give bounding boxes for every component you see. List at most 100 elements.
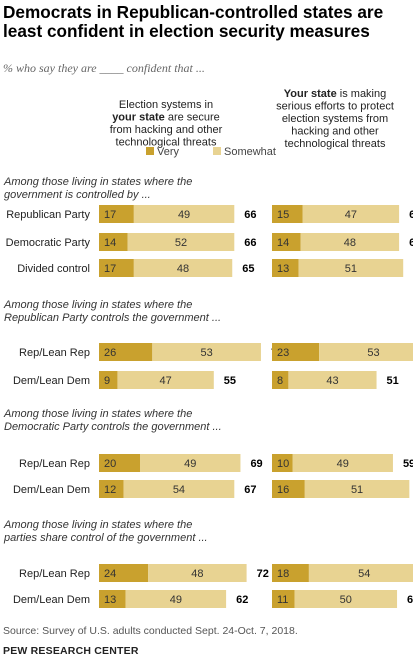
value-very: 10 <box>277 458 289 470</box>
value-very: 11 <box>277 594 288 606</box>
row-label: Rep/Lean Rep <box>19 458 90 470</box>
value-very: 16 <box>277 484 289 496</box>
value-somewhat: 54 <box>173 484 185 496</box>
legend-label-very: Very <box>157 146 180 158</box>
bar-very <box>99 564 149 582</box>
row-label: Dem/Lean Dem <box>13 484 90 496</box>
bar-very <box>99 371 118 389</box>
value-somewhat: 48 <box>191 568 203 580</box>
panel-1-header-line: Election systems in <box>119 99 213 111</box>
value-somewhat: 47 <box>160 375 172 387</box>
value-somewhat: 50 <box>340 594 352 606</box>
bar-somewhat <box>117 371 214 389</box>
value-somewhat: 48 <box>177 263 189 275</box>
bar-somewhat <box>140 454 241 472</box>
value-somewhat: 47 <box>345 209 357 221</box>
row-label: Divided control <box>17 263 90 275</box>
bar-very <box>272 259 299 277</box>
value-total: 67 <box>244 484 256 496</box>
chart-subtitle: % who say they are ____ confident that .… <box>3 61 205 75</box>
bar-very <box>272 205 303 223</box>
bar-very <box>272 233 301 251</box>
panel-1-header-line: from hacking and other <box>110 124 223 136</box>
value-very: 13 <box>104 594 116 606</box>
bar-very <box>99 205 134 223</box>
value-very: 14 <box>277 237 289 249</box>
group-4-heading: Among those living in states where the <box>3 519 192 531</box>
value-somewhat: 51 <box>345 263 357 275</box>
value-very: 9 <box>104 375 110 387</box>
bar-somewhat <box>152 343 261 361</box>
bar-somewhat <box>125 590 227 608</box>
chart-title: Democrats in Republican-controlled state… <box>3 2 384 41</box>
value-total: 59 <box>403 458 413 470</box>
value-very: 23 <box>277 347 289 359</box>
bar-very <box>99 590 126 608</box>
group-3-heading: Among those living in states where the <box>3 408 192 420</box>
value-very: 12 <box>104 484 116 496</box>
value-somewhat: 54 <box>358 568 370 580</box>
bar-very <box>99 454 140 472</box>
value-total: 61 <box>407 594 413 606</box>
group-1-heading: government is controlled by ... <box>4 189 151 201</box>
value-very: 8 <box>277 375 283 387</box>
bar-somewhat <box>133 205 235 223</box>
value-somewhat: 49 <box>178 209 190 221</box>
source-note: Source: Survey of U.S. adults conducted … <box>3 625 298 637</box>
bar-very <box>272 590 295 608</box>
bar-very <box>272 564 309 582</box>
bar-very <box>272 454 293 472</box>
bar-somewhat <box>294 590 398 608</box>
value-somewhat: 49 <box>170 594 182 606</box>
bar-very <box>99 343 153 361</box>
value-somewhat: 49 <box>337 458 349 470</box>
value-total: 65 <box>242 263 254 275</box>
value-somewhat: 51 <box>351 484 363 496</box>
value-total: 62 <box>409 237 413 249</box>
value-somewhat: 48 <box>344 237 356 249</box>
panel-2-header-line: Your state is making <box>284 88 387 100</box>
bar-very <box>272 343 320 361</box>
legend-label-somewhat: Somewhat <box>224 146 276 158</box>
value-somewhat: 53 <box>367 347 379 359</box>
panel-1-header-line: your state are secure <box>112 112 220 124</box>
value-total: 62 <box>236 594 248 606</box>
bar-somewhat <box>302 205 400 223</box>
legend-swatch-very <box>146 147 154 155</box>
value-total: 55 <box>224 375 236 387</box>
bar-somewhat <box>148 564 247 582</box>
value-somewhat: 43 <box>326 375 338 387</box>
value-very: 17 <box>104 209 116 221</box>
bar-very <box>272 480 305 498</box>
bar-somewhat <box>123 480 235 498</box>
bar-somewhat <box>133 259 233 277</box>
bar-very <box>99 480 124 498</box>
value-very: 13 <box>277 263 289 275</box>
row-label: Democratic Party <box>6 237 91 249</box>
row-label: Rep/Lean Rep <box>19 568 90 580</box>
bar-somewhat <box>308 564 413 582</box>
value-total: 72 <box>257 568 269 580</box>
value-somewhat: 52 <box>175 237 187 249</box>
row-label: Rep/Lean Rep <box>19 347 90 359</box>
value-very: 15 <box>277 209 289 221</box>
value-total: 69 <box>250 458 262 470</box>
panel-2-header-line: serious efforts to protect <box>276 101 394 113</box>
group-3-heading: Democratic Party controls the government… <box>4 421 222 433</box>
bar-somewhat <box>127 233 235 251</box>
brand-label: PEW RESEARCH CENTER <box>3 645 139 657</box>
group-1-heading: Among those living in states where the <box>3 176 192 188</box>
panel-2-header-line: election systems from <box>282 113 388 125</box>
row-label: Republican Party <box>6 209 90 221</box>
bar-somewhat <box>298 259 404 277</box>
row-label: Dem/Lean Dem <box>13 375 90 387</box>
value-very: 17 <box>104 263 116 275</box>
value-total: 66 <box>244 209 256 221</box>
value-very: 20 <box>104 458 116 470</box>
panel-2-header-line: hacking and other <box>291 126 379 138</box>
panel-1-header-line: technological threats <box>116 137 217 149</box>
panel-2-header-line: technological threats <box>285 138 386 150</box>
value-total: 62 <box>409 209 413 221</box>
value-very: 24 <box>104 568 116 580</box>
